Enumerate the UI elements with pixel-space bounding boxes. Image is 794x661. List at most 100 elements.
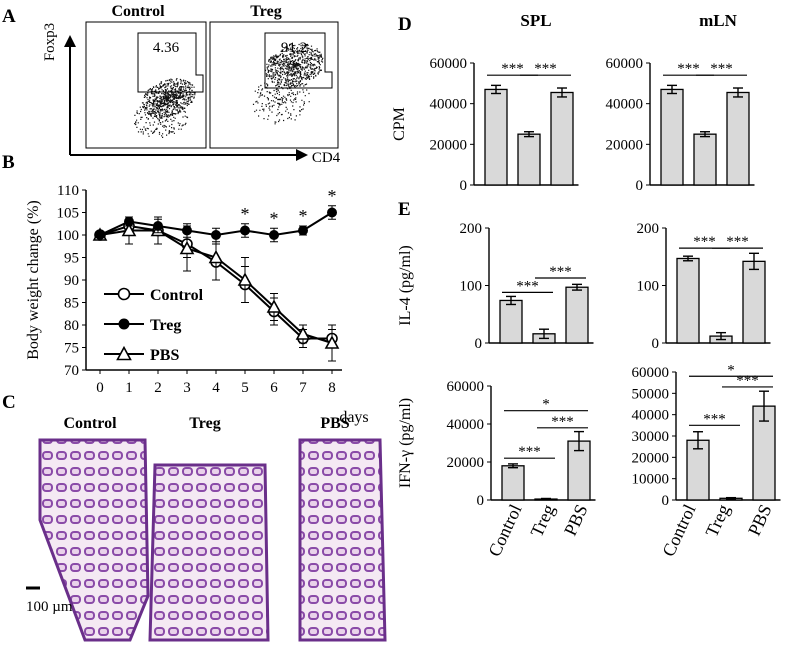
weight-x-axis-label: days <box>339 409 368 426</box>
weight-y-tick-label: 70 <box>64 363 79 379</box>
weight-significance-star: * <box>328 186 337 206</box>
flow-plot-frame-control <box>85 21 207 149</box>
weight-x-tick-label: 0 <box>96 380 104 396</box>
significance-label: *** <box>726 234 749 250</box>
bar-y-tick-label: 60000 <box>606 56 644 72</box>
x-label-mln-pbs: PBS <box>744 501 776 538</box>
significance-label: *** <box>677 61 700 77</box>
significance-label: *** <box>710 61 733 77</box>
x-label-spl-control: Control <box>484 501 525 559</box>
histology-image-control <box>38 438 150 642</box>
weight-x-tick-label: 6 <box>270 380 278 396</box>
x-label-spl-treg: Treg <box>526 501 558 540</box>
flow-panel: Control Treg 4.36 91.2 Foxp3 CD4 <box>42 3 341 166</box>
bar-y-tick-label: 20000 <box>606 137 644 153</box>
flow-x-arrowhead <box>296 149 308 161</box>
flow-plot-frame-treg <box>209 21 339 149</box>
marker-filled-circle <box>240 225 250 236</box>
significance-label: *** <box>551 414 574 430</box>
weight-y-axis-label: Body weight change (%) <box>25 200 42 360</box>
weight-y-tick-label: 100 <box>57 228 80 244</box>
marker-filled-circle <box>124 216 134 227</box>
bar-y-tick-label: 20000 <box>430 137 468 153</box>
bar-pbs <box>565 286 589 344</box>
marker-filled-circle <box>153 221 163 231</box>
weight-x-tick-label: 3 <box>183 380 191 396</box>
bar-control <box>484 88 508 186</box>
bar-control <box>499 299 523 344</box>
x-label-mln-control: Control <box>658 501 699 559</box>
significance-label: * <box>727 362 735 378</box>
significance-label: *** <box>549 264 572 280</box>
bar-x-labels: Control Treg PBS Control Treg PBS <box>484 501 775 559</box>
flow-x-axis-label: CD4 <box>312 150 341 166</box>
marker-open-triangle <box>266 299 282 313</box>
marker-open-triangle <box>208 249 224 264</box>
marker-open-triangle <box>324 335 340 349</box>
marker-open-triangle <box>179 240 195 255</box>
bar-y-tick-label: 40000 <box>632 408 670 424</box>
bar-y-tick-label: 200 <box>460 221 483 237</box>
histology-label-treg: Treg <box>189 415 220 432</box>
bar-y-tick-label: 40000 <box>430 97 468 113</box>
panel-label-d: D <box>398 14 412 35</box>
weight-y-tick-label: 95 <box>64 251 79 267</box>
weight-x-tick-label: 2 <box>154 380 162 396</box>
bar-y-tick-label: 100 <box>637 279 660 295</box>
column-title-spl: SPL <box>520 11 551 30</box>
weight-y-tick-label: 75 <box>64 341 79 357</box>
flow-dot-cloud <box>252 77 310 125</box>
bar-y-tick-label: 0 <box>477 493 485 509</box>
bar-pbs <box>550 91 574 186</box>
marker-filled-circle <box>182 225 192 236</box>
flow-y-axis-label: Foxp3 <box>42 23 58 61</box>
weight-significance-star: * <box>299 206 308 226</box>
mln-cpm-bar-chart: 0 20000 40000 60000 *** *** <box>606 56 755 194</box>
spl-cpm-bar-chart: 0 20000 40000 60000 CPM *** *** <box>391 56 579 194</box>
flow-dots-control <box>134 78 196 138</box>
flow-plot-title-control: Control <box>111 3 165 20</box>
panel-label-c: C <box>2 392 16 413</box>
bar-y-tick-label: 40000 <box>606 97 644 113</box>
histology-panel: Control Treg PBS 100 µm <box>26 415 387 642</box>
bar-y-tick-label: 0 <box>475 336 483 352</box>
bar-y-tick-label: 0 <box>662 493 670 509</box>
bar-treg <box>693 133 717 186</box>
significance-label: * <box>542 397 550 413</box>
bar-y-tick-label: 100 <box>460 279 483 295</box>
weight-x-tick-label: 8 <box>328 380 336 396</box>
flow-dot-cloud <box>264 43 324 89</box>
marker-filled-circle <box>95 230 105 240</box>
bar-y-tick-label: 60000 <box>430 56 468 72</box>
bar-pbs <box>726 91 750 186</box>
marker-filled-circle <box>211 230 221 240</box>
marker-filled-circle <box>269 230 279 240</box>
weight-y-tick-label: 90 <box>64 273 79 289</box>
flow-gate-value-treg: 91.2 <box>281 40 307 56</box>
mln-il4-bar-chart: 0 100 200 *** *** <box>637 221 771 352</box>
bar-control <box>660 88 684 186</box>
bar-y-tick-label: 200 <box>637 221 660 237</box>
flow-plot-title-treg: Treg <box>250 3 281 20</box>
significance-label: *** <box>534 61 557 77</box>
bar-treg <box>517 133 541 186</box>
x-label-spl-pbs: PBS <box>560 501 592 538</box>
histology-image-pbs <box>298 438 387 642</box>
bar-y-axis-label: CPM <box>391 107 408 141</box>
bar-y-axis-label: IL-4 (pg/ml) <box>397 245 414 325</box>
x-label-mln-treg: Treg <box>701 501 733 540</box>
histology-image-treg <box>148 463 270 642</box>
scale-bar-label: 100 µm <box>26 599 73 615</box>
significance-label: *** <box>501 61 524 77</box>
flow-gate-control <box>137 32 204 93</box>
bar-y-tick-label: 0 <box>636 178 644 194</box>
weight-x-tick-label: 7 <box>299 380 307 396</box>
bar-control <box>501 465 525 501</box>
bar-y-axis-label: IFN-γ (pg/ml) <box>397 398 414 488</box>
marker-filled-circle <box>327 207 337 218</box>
weight-x-tick-label: 1 <box>125 380 133 396</box>
flow-gate-value-control: 4.36 <box>153 40 180 56</box>
